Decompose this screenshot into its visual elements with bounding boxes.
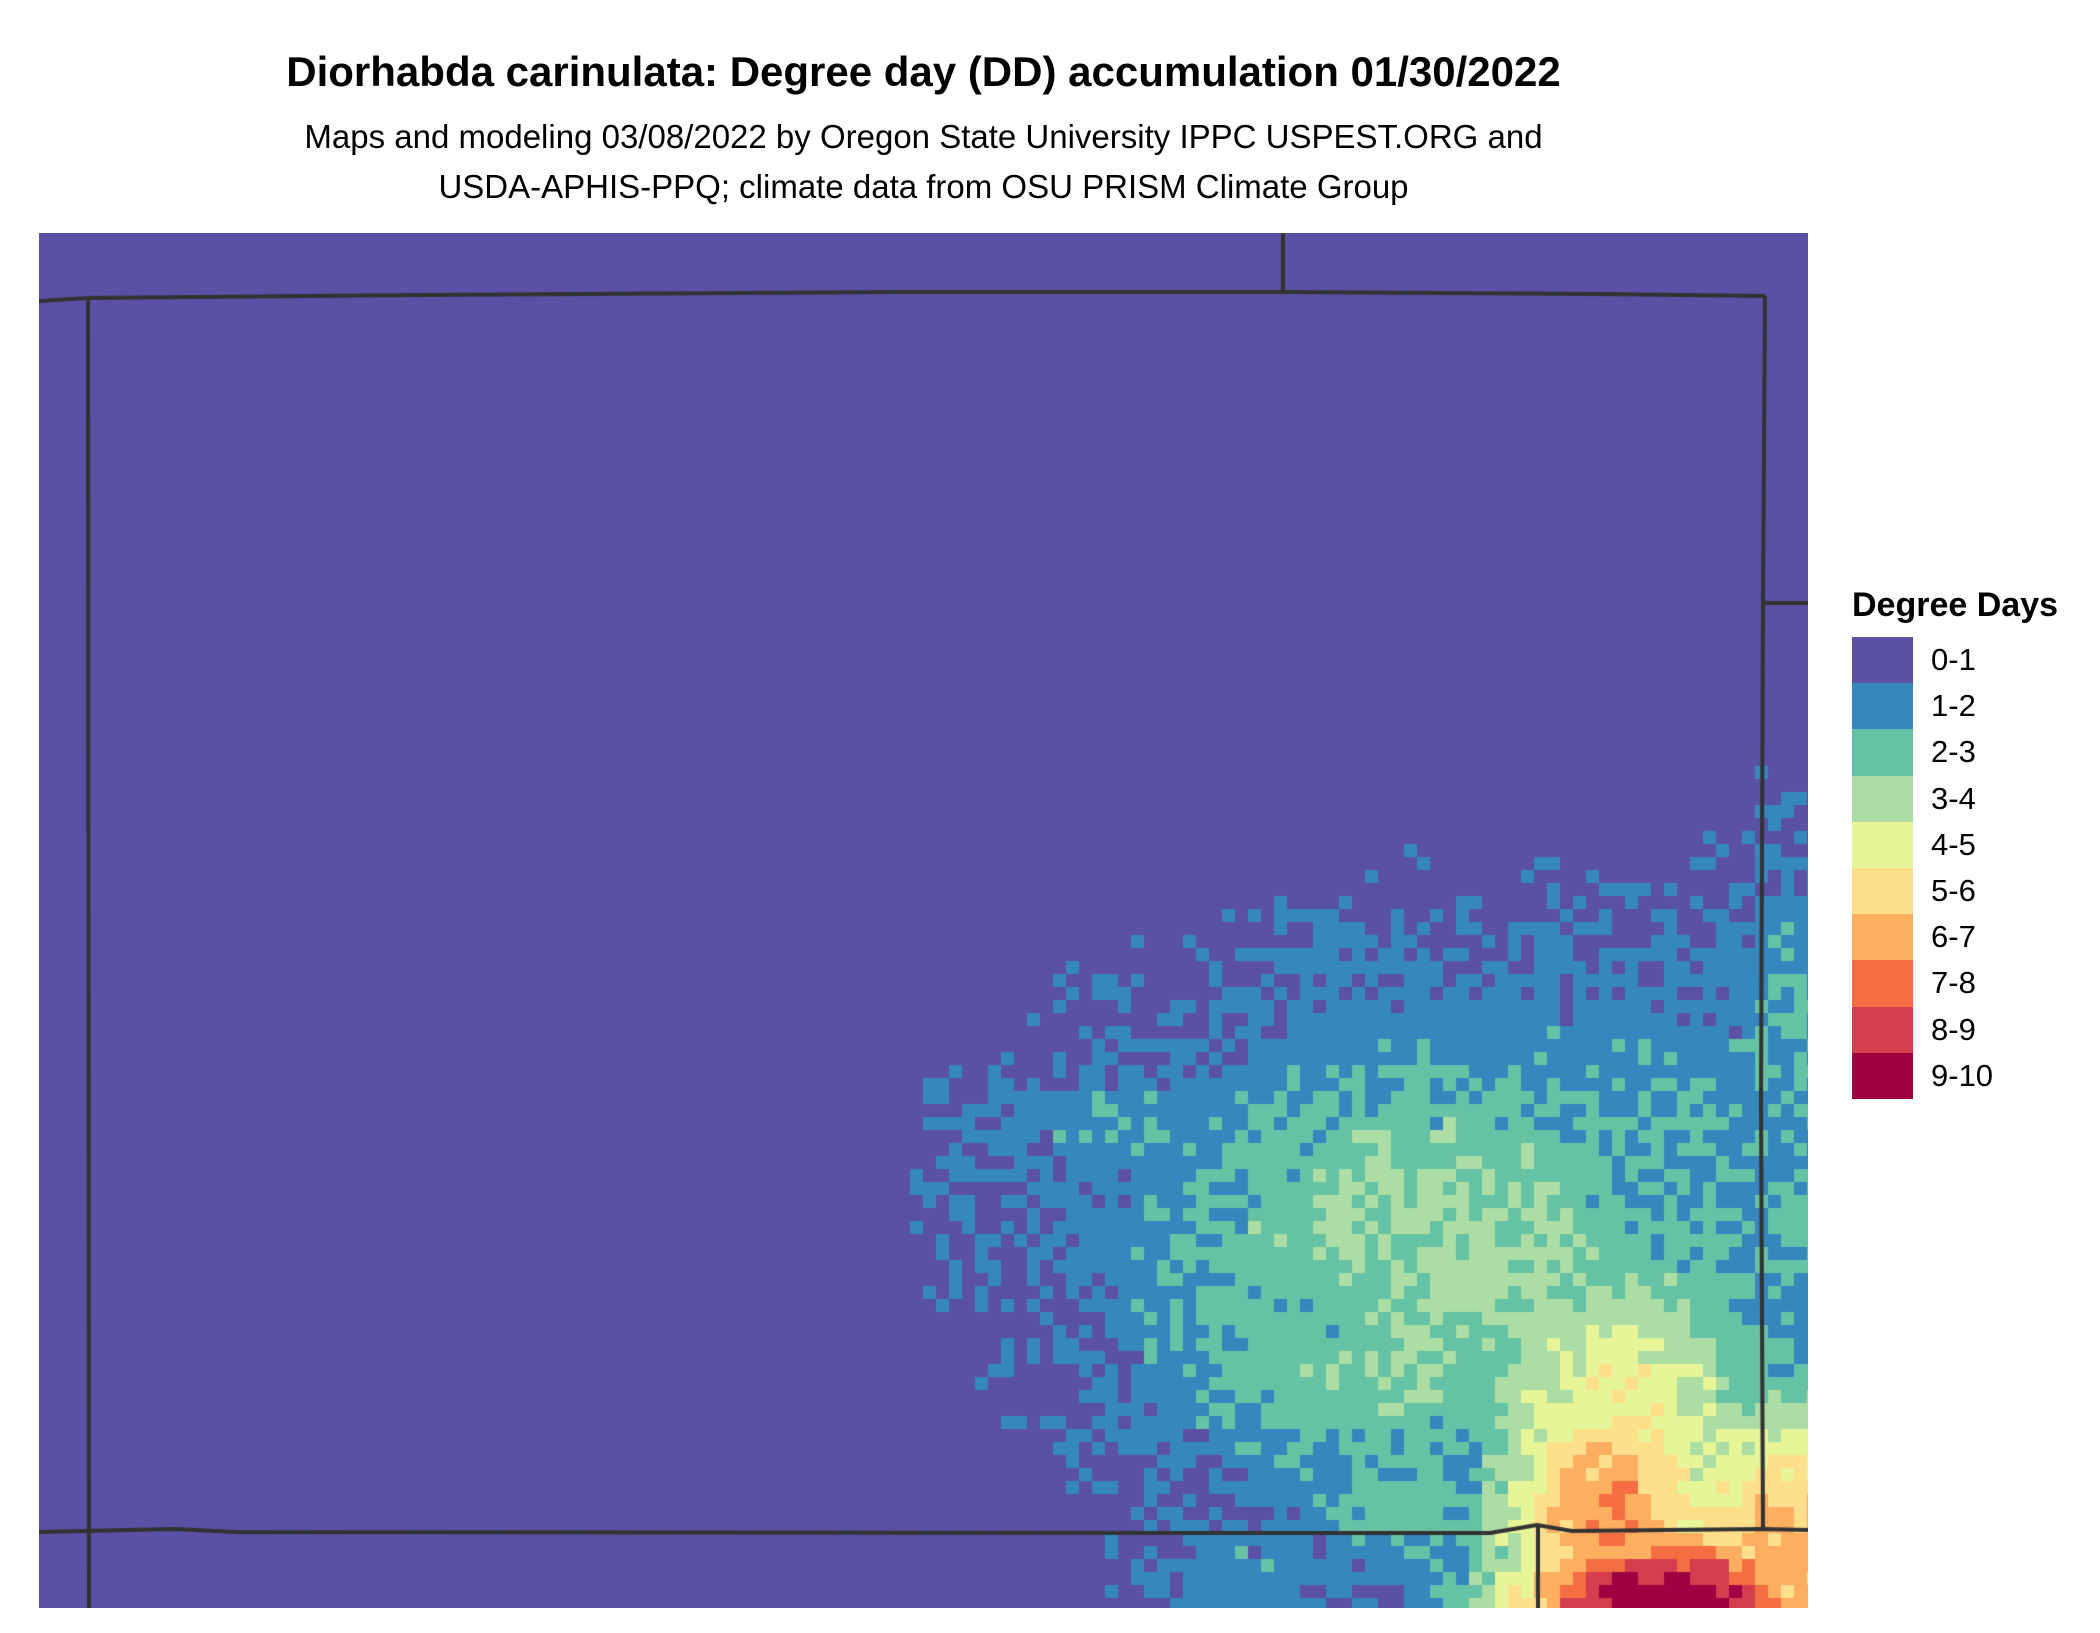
legend-row: 6-7: [1852, 914, 2058, 961]
legend-title: Degree Days: [1852, 586, 2059, 624]
legend-row: 1-2: [1852, 683, 2058, 730]
legend-swatch: [1852, 683, 1913, 730]
legend-swatch: [1852, 1006, 1913, 1053]
page-title: Diorhabda carinulata: Degree day (DD) ac…: [286, 48, 1561, 95]
legend-label: 3-4: [1931, 780, 1976, 816]
legend-swatch: [1852, 914, 1913, 961]
legend-swatch: [1852, 867, 1913, 915]
legend-rows: 0-1 1-2 2-3 3-4 4-5 5-6 6-7 7-8 8-9 9-10: [1852, 637, 2058, 1099]
legend-label: 6-7: [1931, 919, 1976, 955]
legend-swatch: [1852, 821, 1913, 868]
legend-label: 8-9: [1931, 1011, 1976, 1047]
legend-label: 9-10: [1931, 1057, 1994, 1093]
legend-row: 4-5: [1852, 821, 2058, 868]
legend-swatch: [1852, 637, 1913, 684]
subtitle-line-2: USDA-APHIS-PPQ; climate data from OSU PR…: [438, 168, 1409, 205]
legend-row: 5-6: [1852, 867, 2058, 915]
degree-day-raster-map: [39, 233, 1808, 1608]
legend-row: 8-9: [1852, 1006, 2058, 1053]
legend-row: 3-4: [1852, 775, 2058, 822]
legend-row: 9-10: [1852, 1052, 2058, 1099]
legend-label: 5-6: [1931, 873, 1976, 909]
legend-label: 1-2: [1931, 688, 1976, 724]
legend-swatch: [1852, 960, 1913, 1007]
legend-row: 0-1: [1852, 637, 2058, 684]
map-subtitle: Maps and modeling 03/08/2022 by Oregon S…: [39, 112, 1808, 212]
legend-swatch: [1852, 1052, 1913, 1099]
legend-row: 7-8: [1852, 960, 2058, 1007]
legend-swatch: [1852, 729, 1913, 776]
legend-row: 2-3: [1852, 729, 2058, 776]
subtitle-line-1: Maps and modeling 03/08/2022 by Oregon S…: [304, 118, 1543, 155]
legend-label: 0-1: [1931, 642, 1976, 678]
legend: Degree Days 0-1 1-2 2-3 3-4 4-5 5-6 6-7 7-8 8-9 9…: [1852, 586, 2058, 1099]
legend-label: 7-8: [1931, 965, 1976, 1001]
legend-label: 2-3: [1931, 734, 1976, 770]
legend-swatch: [1852, 775, 1913, 822]
legend-label: 4-5: [1931, 826, 1976, 862]
